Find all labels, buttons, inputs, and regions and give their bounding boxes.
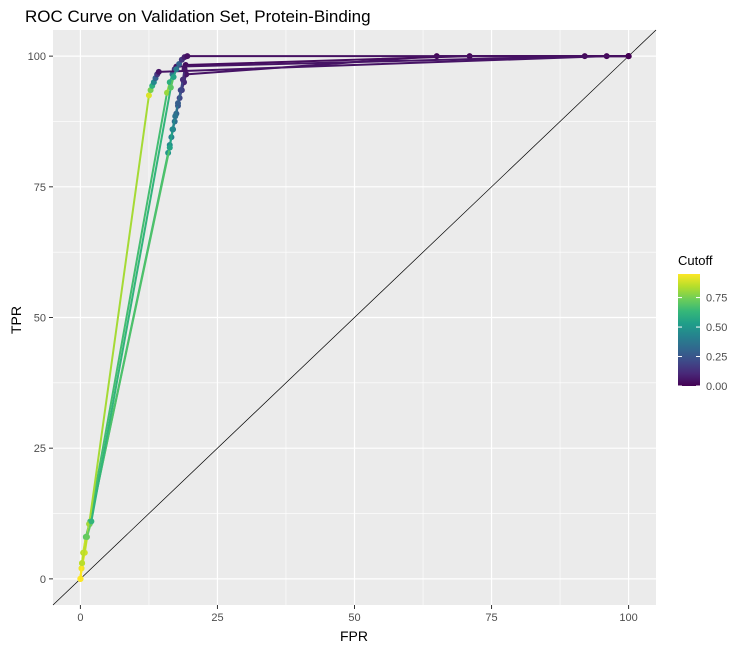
roc-segment xyxy=(168,128,174,149)
x-tick-label: 100 xyxy=(619,612,637,624)
x-tick-label: 50 xyxy=(348,612,360,624)
roc-point xyxy=(170,74,177,81)
roc-point xyxy=(172,113,179,120)
cutoff-legend: Cutoff 0.00 0.25 0.50 0.75 xyxy=(678,253,727,393)
legend-tick-label: 0.00 xyxy=(706,381,727,393)
legend-tick-label: 0.75 xyxy=(706,293,727,305)
roc-point xyxy=(177,87,184,94)
roc-point xyxy=(625,53,632,60)
x-tick-label: 0 xyxy=(77,612,83,624)
roc-segment xyxy=(90,86,172,523)
roc-point xyxy=(155,68,162,75)
legend-tick-label: 0.25 xyxy=(706,352,727,364)
legend-ticks: 0.00 0.25 0.50 0.75 xyxy=(678,293,727,393)
roc-point xyxy=(179,76,186,83)
roc-series-layer xyxy=(77,53,632,582)
y-tick-label: 25 xyxy=(34,443,46,455)
roc-point xyxy=(164,89,171,96)
y-tick-label: 75 xyxy=(34,182,46,194)
y-axis-title: TPR xyxy=(8,306,24,334)
x-axis-title: FPR xyxy=(340,628,368,644)
roc-point xyxy=(184,53,191,60)
diagonal-reference-line xyxy=(52,29,657,606)
roc-point xyxy=(83,534,90,541)
x-axis: 0 25 50 75 100 xyxy=(77,605,638,624)
roc-point xyxy=(79,560,86,567)
roc-point xyxy=(169,126,176,133)
y-axis: 0 25 50 75 100 xyxy=(28,51,53,586)
roc-segment xyxy=(88,94,150,525)
roc-series-5 xyxy=(77,53,632,582)
x-tick-label: 25 xyxy=(211,612,223,624)
roc-segment xyxy=(184,55,471,67)
y-tick-label: 0 xyxy=(40,574,46,586)
x-tick-label: 75 xyxy=(485,612,497,624)
y-tick-label: 100 xyxy=(28,51,46,63)
roc-segment xyxy=(88,91,169,525)
legend-title: Cutoff xyxy=(678,253,713,268)
roc-point xyxy=(173,66,180,73)
roc-point xyxy=(166,144,173,151)
roc-point xyxy=(145,92,152,99)
roc-segment xyxy=(175,55,586,68)
roc-point xyxy=(77,575,84,582)
roc-point xyxy=(167,84,174,91)
roc-point xyxy=(88,518,95,525)
y-tick-label: 50 xyxy=(34,313,46,325)
chart-title: ROC Curve on Validation Set, Protein-Bin… xyxy=(25,7,371,26)
legend-colorbar xyxy=(678,274,700,386)
legend-tick-label: 0.50 xyxy=(706,322,727,334)
roc-segment xyxy=(81,536,88,565)
roc-segment xyxy=(157,55,608,73)
roc-point xyxy=(174,100,181,107)
